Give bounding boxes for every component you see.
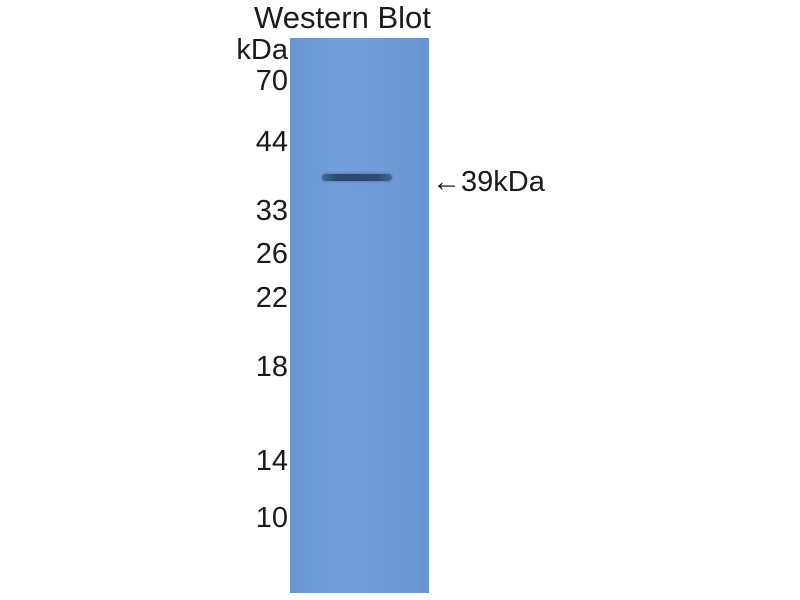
marker-22: 22 [255, 282, 288, 314]
marker-44: 44 [255, 126, 288, 158]
unit-label: kDa [236, 34, 288, 66]
band-annotation: ←39kDa [432, 166, 545, 198]
marker-33: 33 [255, 195, 288, 227]
marker-10: 10 [255, 502, 288, 534]
marker-14: 14 [255, 445, 288, 477]
marker-70: 70 [255, 65, 288, 97]
marker-26: 26 [255, 238, 288, 270]
marker-18: 18 [255, 351, 288, 383]
figure-title: Western Blot [254, 0, 431, 35]
blot-membrane [290, 38, 429, 593]
protein-band [322, 174, 392, 181]
